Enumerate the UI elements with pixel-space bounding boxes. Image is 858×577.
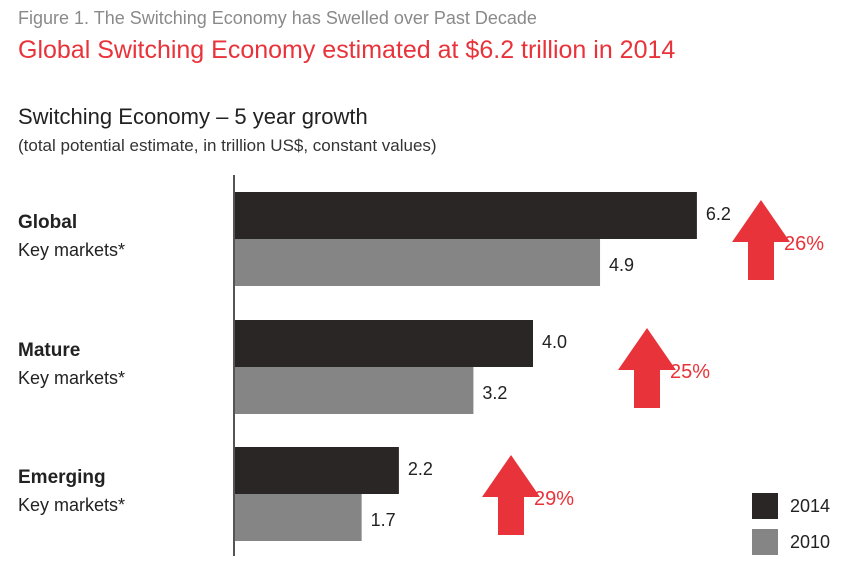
value-label-mature-2010: 3.2	[482, 383, 507, 403]
growth-arrow-mature	[618, 328, 676, 408]
legend-swatch-2010	[752, 529, 778, 555]
legend-item-2010: 2010	[752, 528, 830, 556]
legend: 2014 2010	[752, 492, 830, 564]
value-label-mature-2014: 4.0	[542, 332, 567, 352]
bar-global-2010	[235, 239, 601, 286]
figure-label: Figure 1. The Switching Economy has Swel…	[18, 8, 537, 28]
bar-global-2014	[235, 192, 697, 239]
value-label-emerging-2010: 1.7	[371, 510, 396, 530]
value-label-emerging-2014: 2.2	[408, 459, 433, 479]
chart-subtitle: (total potential estimate, in trillion U…	[18, 136, 437, 155]
growth-label-mature: 25%	[670, 361, 710, 383]
legend-label-2010: 2010	[790, 531, 831, 552]
headline: Global Switching Economy estimated at $6…	[18, 36, 676, 64]
category-label-emerging: Emerging	[18, 467, 106, 488]
legend-item-2014: 2014	[752, 492, 830, 520]
category-sublabel-mature: Key markets*	[18, 368, 125, 388]
growth-label-emerging: 29%	[534, 488, 574, 510]
bar-emerging-2014	[235, 447, 399, 494]
bar-mature-2010	[235, 367, 474, 414]
bar-emerging-2010	[235, 494, 362, 541]
category-label-global: Global	[18, 212, 77, 233]
category-label-mature: Mature	[18, 340, 80, 361]
value-label-global-2014: 6.2	[706, 204, 731, 224]
bar-mature-2014	[235, 320, 533, 367]
chart-title: Switching Economy – 5 year growth	[18, 104, 368, 129]
growth-arrow-global	[732, 200, 790, 280]
growth-label-global: 26%	[784, 233, 824, 255]
legend-swatch-2014	[752, 493, 778, 519]
category-sublabel-emerging: Key markets*	[18, 495, 125, 515]
growth-arrow-emerging	[482, 455, 540, 535]
legend-label-2014: 2014	[790, 495, 831, 516]
value-label-global-2010: 4.9	[609, 255, 634, 275]
category-sublabel-global: Key markets*	[18, 240, 125, 260]
